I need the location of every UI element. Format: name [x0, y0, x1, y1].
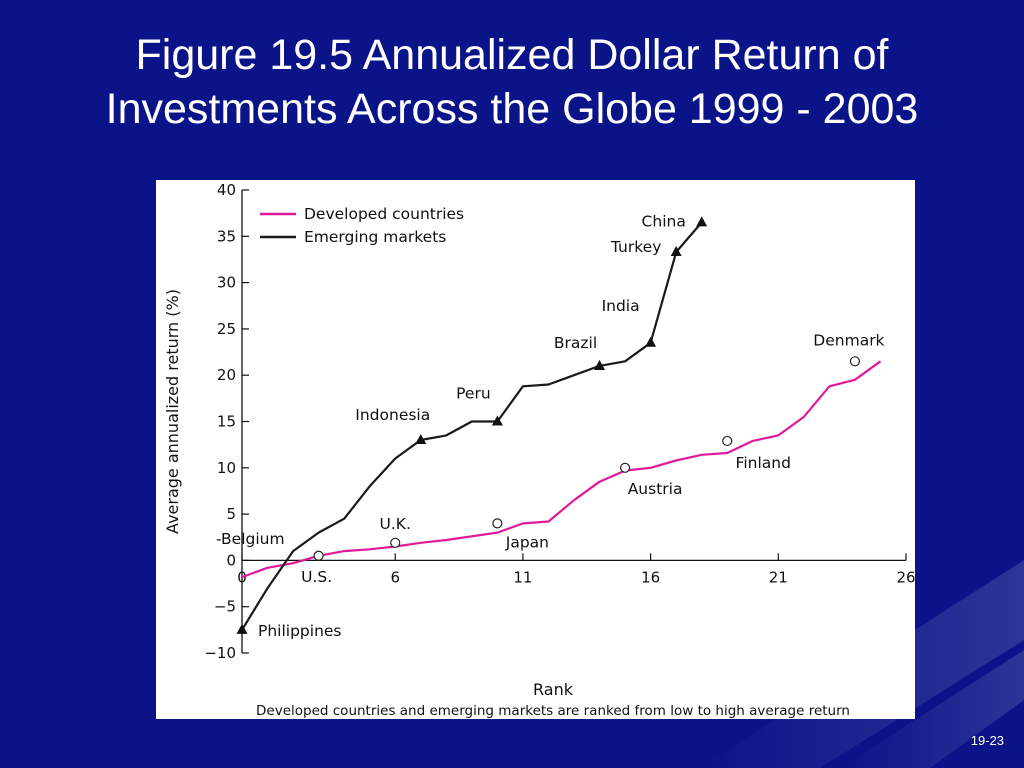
legend-developed-label: Developed countries: [304, 205, 464, 223]
slide-title: Figure 19.5 Annualized Dollar Return of …: [0, 28, 1024, 136]
x-axis-title: Rank: [533, 680, 574, 699]
label-indonesia: Indonesia: [355, 406, 430, 424]
label-denmark: Denmark: [813, 331, 884, 349]
x-tick-label: 21: [769, 568, 788, 586]
marker-u-s: [313, 550, 324, 561]
emerging-markets-line: [241, 221, 703, 631]
marker-turkey: [670, 246, 682, 257]
marker-japan: [492, 518, 503, 529]
label-brazil: Brazil: [554, 334, 597, 352]
y-tick-label: −10: [204, 644, 236, 662]
y-tick-label: 5: [226, 505, 236, 523]
label-india: India: [602, 297, 640, 315]
marker-austria: [619, 462, 631, 473]
label-belgium: -Belgium: [216, 530, 285, 548]
marker-brazil: [594, 359, 606, 370]
label-peru: Peru: [456, 385, 491, 403]
y-tick-label: 10: [217, 459, 236, 477]
y-tick-label: 20: [217, 366, 236, 384]
marker-denmark: [849, 356, 861, 367]
label-u-s: U.S.: [301, 568, 332, 586]
y-tick-label: 40: [217, 181, 236, 199]
marker-philippines: [236, 623, 248, 634]
label-u-k: U.K.: [380, 515, 411, 533]
x-tick-label: 0: [237, 568, 247, 586]
marker-finland: [722, 435, 733, 447]
marker-peru: [491, 415, 503, 426]
label-turkey: Turkey: [610, 238, 661, 256]
slide-title-line-2: Investments Across the Globe 1999 - 2003: [105, 85, 919, 133]
marker-india: [645, 336, 657, 347]
chart-caption: Developed countries and emerging markets…: [256, 703, 850, 719]
label-philippines: Philippines: [258, 622, 342, 640]
label-china: China: [642, 212, 686, 230]
slide-title-line-1: Figure 19.5 Annualized Dollar Return of: [135, 31, 889, 79]
slide-number: 19-23: [970, 733, 1004, 748]
chart-panel: −10 −5 0 5 10 15 20 25 30 35 40 0 6 11 16 21 26 Rank Avera…: [156, 180, 915, 719]
y-tick-label: 25: [217, 320, 236, 338]
y-tick-label: 15: [217, 413, 236, 431]
marker-u-k: [390, 537, 401, 548]
y-tick-label: 30: [217, 274, 236, 292]
marker-indonesia: [415, 434, 427, 445]
label-austria: Austria: [628, 480, 683, 498]
label-finland: Finland: [736, 454, 791, 472]
marker-china: [696, 216, 708, 227]
x-tick-label: 6: [390, 568, 400, 586]
y-tick-label: 0: [226, 551, 236, 569]
label-japan: Japan: [505, 533, 549, 551]
legend-emerging-label: Emerging markets: [304, 228, 446, 246]
x-tick-label: 16: [641, 568, 660, 586]
developed-countries-line: [241, 360, 882, 579]
y-tick-label: −5: [214, 598, 236, 616]
y-axis-title: Average annualized return (%): [163, 289, 182, 534]
x-tick-label: 11: [513, 568, 532, 586]
x-tick-label: 26: [896, 568, 915, 586]
y-tick-label: 35: [217, 227, 236, 245]
